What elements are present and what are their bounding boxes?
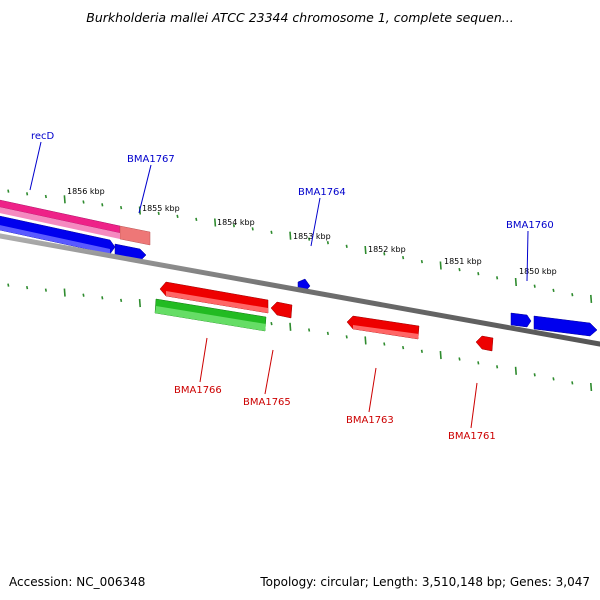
- gene-label-bma1767[interactable]: BMA1767: [127, 154, 175, 165]
- tick-mark: [533, 373, 536, 377]
- tick-mark: [420, 349, 423, 353]
- tick-mark: [458, 267, 461, 272]
- tick-mark: [44, 288, 47, 292]
- tick-mark: [289, 322, 292, 331]
- tick-mark: [345, 335, 348, 339]
- tick-mark: [63, 288, 66, 297]
- kbp-label-1856: 1856 kbp: [67, 187, 105, 196]
- kbp-label-1850: 1850 kbp: [519, 267, 557, 276]
- tick-mark: [420, 259, 423, 264]
- tick-mark: [514, 366, 517, 375]
- kbp-label-1852: 1852 kbp: [368, 245, 406, 254]
- tick-mark: [590, 382, 593, 392]
- tick-mark: [590, 294, 593, 303]
- kbp-scale-labels: 1856 kbp 1855 kbp 1854 kbp 1853 kbp 1852…: [67, 187, 557, 276]
- tick-mark: [383, 252, 386, 256]
- gene-recd-part[interactable]: [119, 225, 151, 246]
- map-title: Burkholderia mallei ATCC 23344 chromosom…: [86, 10, 514, 25]
- gene-label-bma1761[interactable]: BMA1761: [448, 431, 496, 442]
- tick-mark: [251, 227, 254, 231]
- tick-mark: [496, 276, 499, 280]
- tick-mark: [439, 261, 442, 270]
- outer-tick-ring: [7, 189, 593, 303]
- gene-bma1760[interactable]: [533, 315, 598, 337]
- tick-mark: [232, 224, 235, 228]
- tick-mark: [82, 293, 85, 297]
- tick-mark: [533, 284, 536, 288]
- tick-mark: [496, 365, 499, 369]
- tick-mark: [214, 218, 217, 227]
- tick-mark: [63, 195, 66, 204]
- tick-mark: [552, 377, 555, 381]
- tick-mark: [402, 255, 405, 260]
- kbp-label-1851: 1851 kbp: [444, 257, 482, 266]
- tick-mark: [458, 357, 461, 361]
- tick-mark: [364, 336, 367, 345]
- gene-bma1763-highlight: [353, 325, 419, 339]
- tick-mark: [26, 192, 29, 196]
- tick-mark: [7, 283, 10, 287]
- tick-mark: [82, 200, 85, 204]
- forward-strand-genes: [0, 199, 598, 337]
- tick-mark: [26, 285, 29, 290]
- tick-mark: [571, 381, 574, 385]
- gene-recd-highlight: [0, 207, 120, 239]
- gene-labels: recD BMA1767 BMA1764 BMA1760 BMA1766 BMA…: [31, 131, 554, 442]
- tick-mark: [345, 244, 348, 248]
- tick-mark: [44, 194, 47, 199]
- tick-mark: [326, 241, 329, 245]
- tick-mark: [195, 217, 198, 222]
- tick-mark: [270, 321, 273, 326]
- tick-mark: [571, 293, 574, 297]
- tick-mark: [157, 211, 160, 216]
- gene-label-bma1765[interactable]: BMA1765: [243, 397, 291, 408]
- tick-mark: [477, 361, 480, 365]
- gene-label-bma1766[interactable]: BMA1766: [174, 385, 222, 396]
- tick-mark: [101, 296, 104, 300]
- tick-mark: [383, 342, 386, 346]
- tick-mark: [308, 237, 311, 241]
- gene-label-bma1760[interactable]: BMA1760: [506, 220, 554, 231]
- tick-mark: [477, 272, 480, 276]
- tick-mark: [364, 245, 367, 255]
- tick-mark: [138, 299, 141, 308]
- chromosome-backbone: [0, 233, 600, 347]
- gene-label-bma1764[interactable]: BMA1764: [298, 187, 346, 198]
- inner-tick-ring: [7, 283, 593, 392]
- topology-label: Topology: circular; Length: 3,510,148 bp…: [260, 575, 590, 589]
- tick-mark: [7, 189, 10, 193]
- tick-mark: [402, 345, 405, 350]
- tick-mark: [308, 328, 311, 332]
- gene-bma1765[interactable]: [270, 301, 293, 319]
- gene-label-bma1763[interactable]: BMA1763: [346, 415, 394, 426]
- gene-bma1766-highlight: [166, 291, 268, 313]
- reverse-strand-genes: [154, 281, 494, 352]
- gene-bma1761[interactable]: [475, 335, 494, 352]
- kbp-label-1854: 1854 kbp: [217, 218, 255, 227]
- kbp-label-1855: 1855 kbp: [142, 204, 180, 213]
- tick-mark: [289, 231, 292, 240]
- tick-mark: [120, 205, 123, 210]
- tick-mark: [270, 230, 273, 234]
- kbp-label-1853: 1853 kbp: [293, 232, 331, 241]
- tick-mark: [120, 298, 123, 303]
- accession-label: Accession: NC_006348: [9, 575, 146, 589]
- gene-label-recd[interactable]: recD: [31, 131, 55, 142]
- gene-leader-lines: [29, 141, 529, 429]
- tick-mark: [326, 331, 329, 336]
- gene-bma1760-small[interactable]: [510, 312, 532, 328]
- gene-blue-long-highlight: [0, 225, 110, 254]
- gene-green-highlight: [155, 306, 266, 331]
- tick-mark: [514, 277, 517, 287]
- tick-mark: [552, 288, 555, 293]
- tick-mark: [176, 214, 179, 219]
- tick-mark: [101, 203, 104, 207]
- tick-mark: [439, 351, 442, 360]
